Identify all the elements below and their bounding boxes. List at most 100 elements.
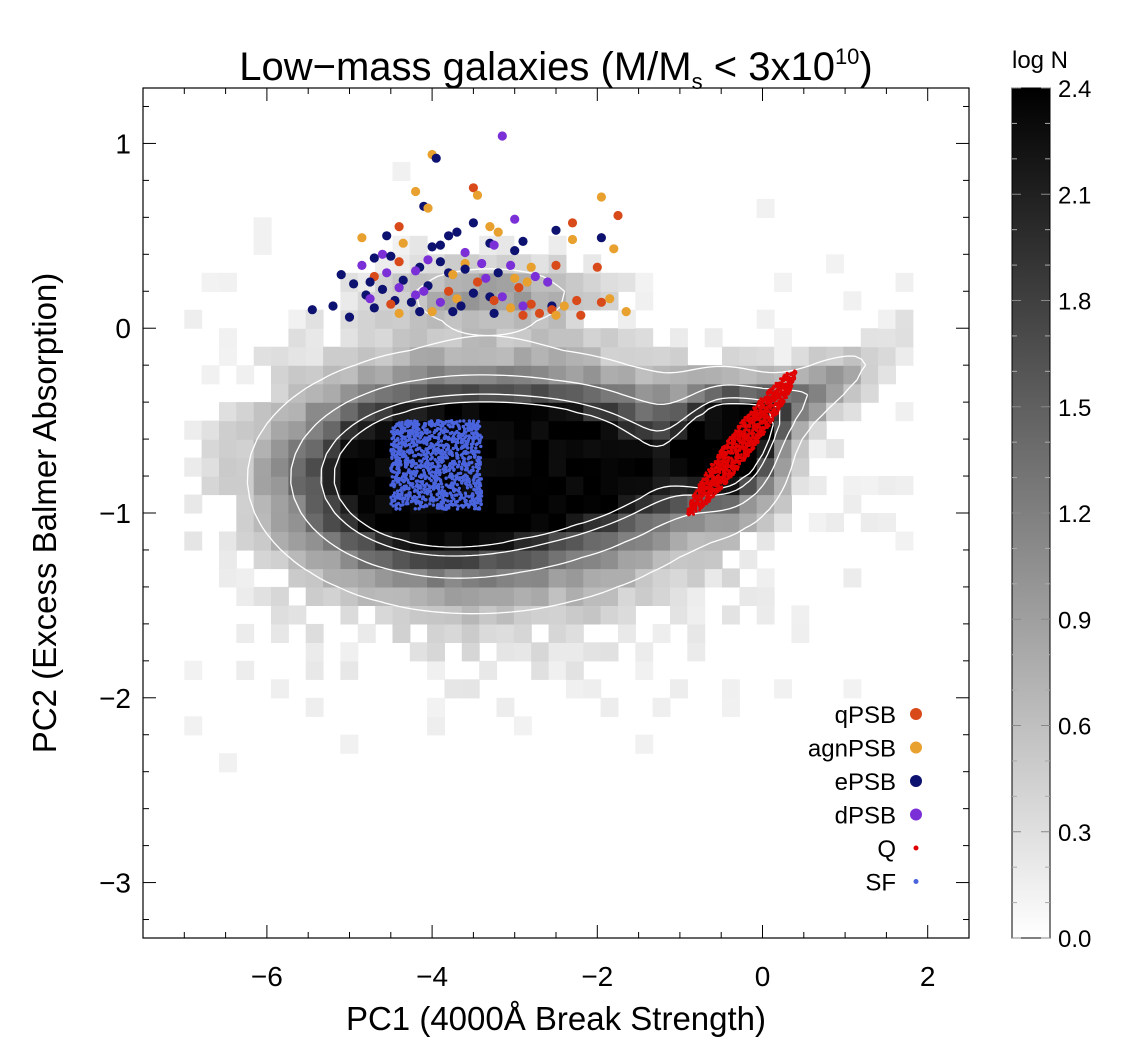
sf-point: [447, 451, 451, 455]
sf-point: [437, 490, 441, 494]
sf-point: [436, 421, 440, 425]
q-point: [744, 428, 748, 432]
sf-point: [465, 474, 469, 479]
density-cell: [479, 457, 498, 477]
density-cell: [652, 346, 671, 366]
sf-point: [459, 446, 464, 450]
density-cell: [843, 679, 862, 699]
q-point: [750, 416, 754, 420]
sf-point: [390, 475, 394, 479]
density-cell: [392, 605, 411, 625]
density-cell: [635, 568, 654, 588]
density-cell: [895, 531, 914, 551]
density-cell: [739, 494, 758, 514]
sf-point: [462, 443, 467, 448]
q-point: [709, 462, 713, 466]
density-cell: [618, 346, 636, 366]
sf-point: [392, 491, 397, 495]
sf-point: [456, 447, 460, 452]
density-cell: [618, 568, 636, 588]
sf-point: [395, 444, 399, 448]
sf-point: [406, 496, 410, 500]
density-cell: [860, 346, 879, 366]
q-point: [781, 383, 785, 387]
density-cell: [808, 476, 827, 496]
sf-point: [441, 493, 446, 498]
epsb-point: [406, 297, 416, 307]
sf-point: [413, 453, 417, 458]
density-cell: [808, 402, 827, 422]
density-cell: [635, 494, 654, 514]
density-cell: [392, 513, 411, 533]
density-cell: [583, 328, 602, 348]
sf-point: [409, 474, 413, 478]
q-point: [696, 495, 700, 499]
epsb-point: [377, 284, 388, 294]
density-cell: [253, 439, 272, 459]
density-cell: [722, 513, 740, 533]
q-point: [762, 399, 766, 402]
density-cell: [219, 457, 237, 477]
density-cell: [583, 531, 602, 551]
q-point: [788, 372, 792, 376]
sf-point: [450, 440, 455, 444]
density-cell: [201, 365, 220, 385]
q-point: [699, 487, 703, 491]
sf-point: [450, 437, 454, 441]
q-point: [777, 407, 781, 411]
legend-label-qpsb: qPSB: [835, 702, 896, 729]
colorbar: log N 0.0 0.3 0.6 0.9 1.2 1.5 1.8 2.1 2.4: [1011, 47, 1091, 953]
qpsb-point: [596, 297, 607, 307]
sf-point: [430, 456, 434, 460]
qpsb-point: [526, 299, 536, 309]
density-cell: [565, 383, 584, 403]
density-cell: [826, 365, 844, 385]
q-point: [772, 384, 776, 388]
sf-point: [425, 448, 429, 453]
density-cell: [427, 346, 445, 366]
density-cell: [357, 346, 376, 366]
q-point: [792, 376, 796, 380]
density-cell: [305, 365, 324, 385]
qpsb-point: [518, 310, 528, 320]
sf-point: [452, 497, 456, 501]
density-cell: [583, 642, 602, 662]
q-point: [742, 451, 746, 455]
density-cell: [288, 402, 307, 422]
density-cell: [392, 365, 411, 385]
y-axis-label: PC2 (Excess Balmer Absorption): [26, 273, 63, 754]
dpsb-point: [530, 271, 540, 282]
density-cell: [496, 531, 515, 551]
q-point: [766, 408, 770, 412]
q-point: [768, 410, 772, 414]
density-cell: [427, 623, 445, 643]
density-cell: [774, 346, 792, 366]
q-point: [785, 374, 789, 378]
density-cell: [774, 476, 792, 496]
legend-label-sf: SF: [865, 870, 896, 897]
sf-point: [468, 435, 472, 440]
q-point: [763, 408, 767, 412]
density-cell: [357, 328, 376, 348]
q-point: [726, 468, 730, 472]
q-point: [722, 453, 726, 457]
density-cell: [184, 494, 203, 514]
density-cell: [635, 457, 654, 477]
density-cell: [670, 605, 688, 625]
sf-point: [459, 465, 463, 470]
density-cell: [531, 550, 550, 570]
density-cell: [548, 568, 567, 588]
q-point: [774, 381, 778, 385]
sf-point: [466, 446, 470, 450]
density-cell: [548, 550, 567, 570]
q-point: [763, 411, 767, 415]
density-cell: [531, 642, 550, 662]
colorbar-tick-label: 0.0: [1058, 926, 1091, 953]
density-cell: [427, 550, 445, 570]
density-cell: [878, 346, 896, 366]
density-cell: [670, 402, 688, 422]
density-cell: [219, 531, 237, 551]
q-point: [691, 511, 695, 514]
density-cell: [271, 476, 289, 496]
density-cell: [670, 439, 688, 459]
